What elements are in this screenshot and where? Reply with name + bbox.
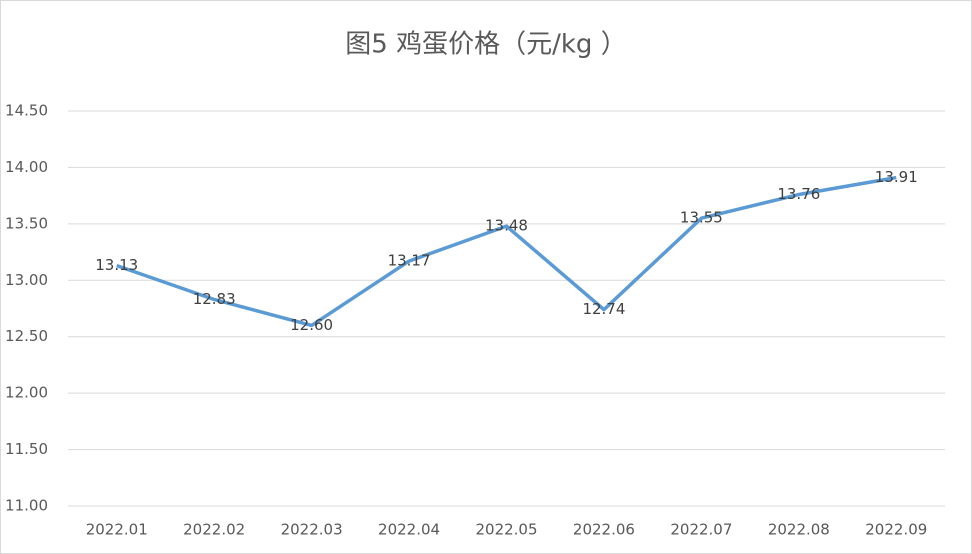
data-label: 13.76 (777, 185, 820, 203)
x-tick-label: 2022.06 (573, 521, 635, 539)
y-tick-label: 14.00 (5, 158, 48, 176)
y-tick-label: 11.50 (5, 440, 48, 458)
chart-title: 图5 鸡蛋价格（元/kg ） (345, 30, 626, 60)
data-label: 12.74 (582, 300, 625, 318)
x-tick-label: 2022.09 (865, 521, 927, 539)
x-tick-label: 2022.03 (281, 521, 343, 539)
data-label: 13.13 (95, 256, 138, 274)
data-label: 13.55 (680, 209, 723, 227)
x-tick-label: 2022.02 (183, 521, 245, 539)
y-tick-label: 11.00 (5, 497, 48, 515)
y-tick-label: 13.00 (5, 271, 48, 289)
data-label: 13.91 (875, 168, 918, 186)
data-label: 13.48 (485, 217, 528, 235)
x-tick-label: 2022.01 (86, 521, 148, 539)
data-label: 12.60 (290, 316, 333, 334)
x-tick-label: 2022.08 (768, 521, 830, 539)
data-label: 12.83 (193, 290, 236, 308)
y-tick-label: 13.50 (5, 214, 48, 232)
x-tick-label: 2022.04 (378, 521, 440, 539)
x-tick-label: 2022.07 (670, 521, 732, 539)
x-tick-label: 2022.05 (475, 521, 537, 539)
line-series (116, 175, 897, 328)
y-tick-label: 12.00 (5, 384, 48, 402)
data-label: 13.17 (388, 252, 431, 270)
y-tick-label: 12.50 (5, 327, 48, 345)
y-tick-label: 14.50 (5, 102, 48, 120)
